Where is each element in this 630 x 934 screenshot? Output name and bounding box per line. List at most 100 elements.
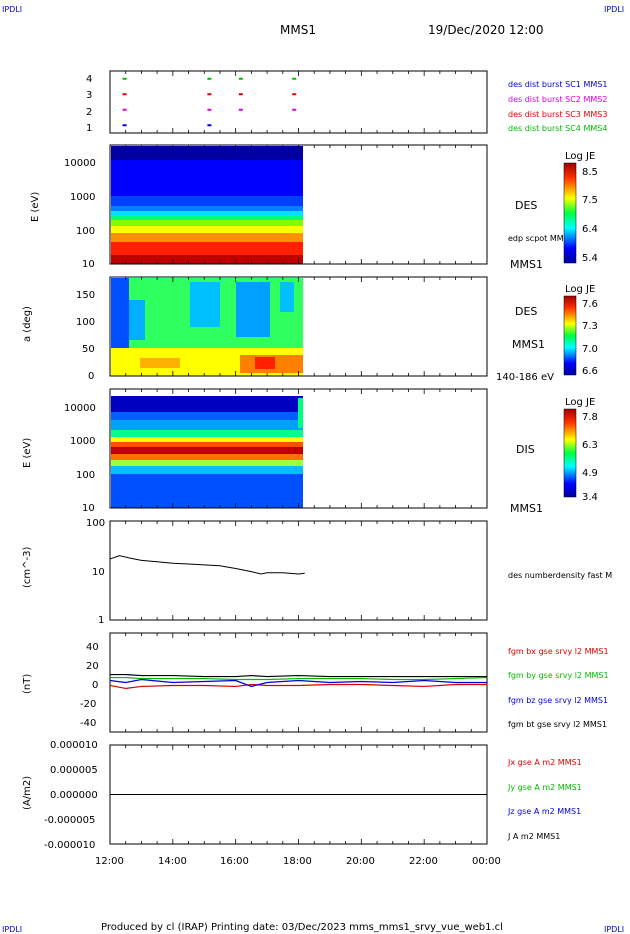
ytick-label: 10000	[64, 158, 96, 169]
burst-mark	[292, 108, 297, 111]
burst-mark	[238, 77, 243, 80]
instrument-label-des: DES	[515, 199, 537, 212]
burst-mark	[207, 77, 212, 80]
legend-sc1: des dist burst SC1 MMS1	[508, 80, 607, 89]
colorbar-tick: 6.4	[582, 224, 598, 235]
panel-des-energy: E (eV) 10 100 1000 10000 DES edp scpot M…	[30, 144, 598, 271]
colorbar-title: Log JE	[565, 397, 595, 408]
colorbar-tick: 7.6	[582, 299, 598, 310]
colorbar-tick: 7.0	[582, 344, 598, 355]
colorbar	[563, 408, 577, 498]
burst-mark	[207, 93, 212, 96]
date-time-title: 19/Dec/2020 12:00	[428, 23, 544, 37]
spacecraft-label: MMS1	[510, 258, 543, 271]
ytick-label: 100	[76, 226, 95, 237]
panel-des-pitch-angle: a (deg) 0 50 100 150 DES MMS1 140-186 eV…	[22, 276, 598, 383]
ytick-label: 10	[82, 503, 95, 514]
colorbar-title: Log JE	[565, 151, 595, 162]
colorbar-tick: 6.6	[582, 366, 598, 377]
y-axis-label: (A/m2)	[22, 776, 33, 810]
xtick-label: 22:00	[409, 856, 438, 867]
legend-sc4: des dist burst SC4 MMS4	[508, 124, 607, 133]
ytick-label: 10	[82, 259, 95, 270]
ytick-label: -0.000005	[44, 815, 95, 826]
ytick-label: 0.000005	[50, 765, 98, 776]
xtick-label: 12:00	[95, 856, 124, 867]
ytick-label: -0.000010	[44, 840, 95, 851]
instrument-label-dis: DIS	[516, 443, 535, 456]
spectrogram-des-energy	[111, 146, 303, 264]
burst-mark	[238, 93, 243, 96]
burst-mark	[238, 108, 243, 111]
density-series-line	[109, 555, 305, 575]
legend-sc3: des dist burst SC3 MMS3	[508, 110, 607, 119]
legend-bz: fgm bz gse srvy l2 MMS1	[508, 696, 608, 705]
legend-by: fgm by gse srvy l2 MMS1	[508, 671, 609, 680]
colorbar-tick: 8.5	[582, 167, 598, 178]
y-axis-label: (cm^-3)	[22, 547, 33, 588]
ytick-label: 1000	[70, 192, 95, 203]
ytick-label: 0	[88, 371, 94, 382]
legend-sc2: des dist burst SC2 MMS2	[508, 95, 607, 104]
colorbar-tick: 7.3	[582, 321, 598, 332]
legend-jy: Jy gse A m2 MMS1	[507, 783, 582, 792]
scpot-legend: edp scpot MMS1	[508, 234, 574, 243]
ytick-label: 10	[92, 567, 105, 578]
panel-frame	[109, 70, 488, 134]
spectrogram-des-pitch	[111, 278, 303, 376]
burst-mark	[207, 108, 212, 111]
xtick-label: 14:00	[158, 856, 187, 867]
ytick-label: 150	[76, 290, 95, 301]
burst-mark	[122, 124, 127, 127]
burst-mark	[122, 93, 127, 96]
ytick-label: 0.000000	[50, 790, 98, 801]
corner-label-top-right: IPDLI	[604, 5, 624, 14]
ytick-label: 20	[86, 661, 99, 672]
legend-density: des numberdensity fast M	[508, 571, 612, 580]
ytick-label: 100	[76, 317, 95, 328]
burst-mark	[122, 77, 127, 80]
xtick-label: 18:00	[283, 856, 312, 867]
ytick-label: 100	[86, 518, 105, 529]
burst-mark	[122, 108, 127, 111]
spectrogram-dis-energy	[111, 396, 303, 508]
bt-series-line	[110, 673, 487, 678]
ytick-label: -20	[80, 699, 96, 710]
panel-number-density: (cm^-3) 1 10 100 des numberdensity fast …	[22, 518, 612, 626]
ytick-label: 10000	[64, 403, 96, 414]
footer-text: Produced by cl (IRAP) Printing date: 03/…	[101, 922, 503, 933]
colorbar	[563, 162, 577, 264]
ytick-label: 0	[92, 680, 98, 691]
panel-burst-flags: des dist burst SC1 MMS1 des dist burst S…	[86, 70, 607, 134]
ytick-label: -40	[80, 718, 96, 729]
y-axis-label: a (deg)	[22, 306, 33, 342]
colorbar	[563, 295, 577, 376]
y-axis-label: E (eV)	[30, 192, 41, 222]
spacecraft-label: MMS1	[510, 502, 543, 515]
panel-magnetic-field: (nT) -40 -20 0 20 40 fgm bx gse srvy l2 …	[22, 632, 609, 733]
ytick-label: 1000	[70, 436, 95, 447]
ytick-label: 4	[86, 74, 92, 85]
instrument-label-des: DES	[515, 305, 537, 318]
colorbar-tick: 5.4	[582, 253, 598, 264]
spacecraft-label: MMS1	[512, 338, 545, 351]
legend-jx: Jx gse A m2 MMS1	[507, 758, 582, 767]
y-axis-label: E (eV)	[22, 438, 33, 468]
colorbar-tick: 6.3	[582, 440, 598, 451]
legend-jz: Jz gse A m2 MMS1	[507, 807, 581, 816]
colorbar-tick: 7.5	[582, 195, 598, 206]
legend-bx: fgm bx gse srvy l2 MMS1	[508, 647, 609, 656]
ytick-label: 50	[82, 344, 95, 355]
legend-j: J A m2 MMS1	[507, 832, 560, 841]
energy-range-label: 140-186 eV	[496, 372, 554, 383]
xtick-label: 00:00	[472, 856, 501, 867]
ytick-label: 100	[76, 470, 95, 481]
colorbar-tick: 4.9	[582, 468, 598, 479]
ytick-label: 1	[86, 123, 92, 134]
ytick-label: 2	[86, 107, 92, 118]
legend-bt: fgm bt gse srvy l2 MMS1	[508, 720, 607, 729]
corner-label-bottom-right: IPDLI	[604, 925, 624, 934]
burst-mark	[292, 77, 297, 80]
ytick-label: 40	[86, 642, 99, 653]
